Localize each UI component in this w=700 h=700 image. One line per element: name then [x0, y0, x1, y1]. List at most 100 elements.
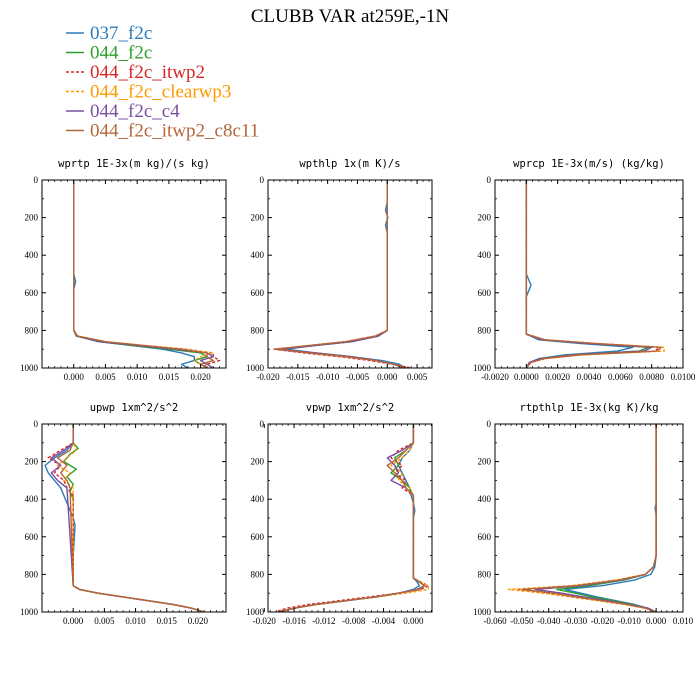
y-tick-label: 1000 [20, 607, 39, 617]
series-line [521, 424, 657, 612]
series-line [564, 424, 657, 612]
x-tick-label: 0.020 [188, 616, 209, 626]
y-tick-label: 200 [478, 213, 492, 223]
x-tick-label: -0.020 [253, 616, 277, 626]
series-line [534, 424, 657, 612]
y-tick-label: 800 [25, 569, 39, 579]
y-tick-label: 1000 [246, 363, 265, 373]
series-line [273, 180, 412, 368]
x-tick-label: 0.0060 [608, 372, 633, 382]
x-tick-label: 0.005 [407, 372, 428, 382]
y-tick-label: 1000 [20, 363, 39, 373]
x-tick-label: -0.015 [286, 372, 310, 382]
panel-title: rtpthlp 1E-3x(kg K)/kg [519, 402, 658, 414]
x-tick-label: -0.060 [483, 616, 507, 626]
series-line [73, 180, 215, 368]
legend-label: 044_f2c_clearwp3 [90, 82, 231, 103]
y-tick-label: 800 [25, 325, 39, 335]
series-line [63, 424, 205, 612]
legend-label: 044_f2c_itwp2_c8c11 [90, 121, 259, 142]
y-tick-label: 400 [478, 250, 492, 260]
y-tick-label: 0 [34, 419, 39, 429]
x-tick-label: 0.000 [64, 372, 85, 382]
series-line [525, 180, 662, 368]
x-tick-label: -0.020 [591, 616, 615, 626]
y-tick-label: 800 [478, 325, 492, 335]
y-tick-label: 800 [251, 569, 265, 579]
y-tick-label: 600 [251, 532, 265, 542]
panel-title: upwp 1xm^2/s^2 [90, 402, 179, 414]
plot-frame [267, 179, 433, 369]
x-tick-label: 0.005 [95, 372, 116, 382]
x-tick-label: -0.016 [282, 616, 306, 626]
x-tick-label: -0.030 [564, 616, 588, 626]
panel-5: vpwp 1xm^2/s^2 0 200 400 600 800 1000-0.020 -0.… [246, 402, 433, 626]
x-tick-label: 0.010 [673, 616, 694, 626]
legend-label: 044_f2c [90, 43, 152, 64]
panels: wprtp 1E-3x(m kg)/(s kg) 0 200 400 600 800 100… [20, 158, 696, 626]
y-tick-label: 200 [25, 457, 39, 467]
x-tick-label: 0.015 [159, 372, 180, 382]
series-line [273, 180, 406, 368]
series-line [275, 424, 429, 612]
series-line [279, 424, 426, 612]
legend-label: 044_f2c_itwp2 [90, 62, 205, 83]
x-tick-label: -0.008 [342, 616, 366, 626]
y-tick-label: 0 [487, 175, 492, 185]
y-tick-label: 400 [251, 494, 265, 504]
legend-label: 037_f2c [90, 23, 152, 44]
x-tick-label: -0.004 [372, 616, 396, 626]
x-tick-label: 0.000 [377, 372, 398, 382]
panel-1: wprtp 1E-3x(m kg)/(s kg) 0 200 400 600 800 100… [20, 158, 227, 382]
series-line [50, 424, 205, 612]
x-tick-label: 0.000 [63, 616, 84, 626]
x-tick-label: 0.0040 [577, 372, 602, 382]
x-tick-label: 0.005 [94, 616, 115, 626]
y-tick-label: 0 [260, 419, 265, 429]
x-tick-label: -0.010 [316, 372, 340, 382]
y-tick-label: 600 [251, 288, 265, 298]
x-tick-label: -0.010 [618, 616, 642, 626]
panel-title: vpwp 1xm^2/s^2 [306, 402, 395, 414]
x-tick-label: -0.012 [312, 616, 335, 626]
y-tick-label: 0 [487, 419, 492, 429]
panel-title: wprtp 1E-3x(m kg)/(s kg) [58, 158, 210, 170]
y-tick-label: 200 [251, 213, 265, 223]
panel-title: wprcp 1E-3x(m/s) (kg/kg) [513, 158, 665, 170]
y-tick-label: 600 [478, 288, 492, 298]
y-tick-label: 600 [478, 532, 492, 542]
x-tick-label: 0.000 [646, 616, 667, 626]
panel-3: wprcp 1E-3x(m/s) (kg/kg) 0 200 400 600 800 100… [473, 158, 696, 382]
panel-2: wpthlp 1x(m K)/s02004006008001000-0.020-… [246, 158, 433, 382]
panel-title: wpthlp 1x(m K)/s [299, 158, 400, 170]
x-tick-label: -0.050 [510, 616, 534, 626]
legend: 037_f2c044_f2c044_f2c_itwp2044_f2c_clear… [66, 23, 259, 142]
y-tick-label: 1000 [473, 363, 492, 373]
y-tick-label: 200 [25, 213, 39, 223]
x-tick-label: -0.0020 [481, 372, 509, 382]
y-tick-label: 400 [478, 494, 492, 504]
y-tick-label: 1000 [246, 607, 265, 617]
legend-label: 044_f2c_c4 [90, 101, 180, 122]
y-tick-label: 200 [251, 457, 265, 467]
series-line [56, 424, 205, 612]
y-tick-label: 0 [260, 175, 265, 185]
y-tick-label: 400 [251, 250, 265, 260]
series-line [279, 424, 426, 612]
y-tick-label: 200 [478, 457, 492, 467]
x-tick-label: 0.0000 [514, 372, 539, 382]
x-tick-label: 0.0080 [639, 372, 664, 382]
x-tick-label: 0.0020 [545, 372, 570, 382]
y-tick-label: 600 [25, 288, 39, 298]
panel-6: rtpthlp 1E-3x(kg K)/kg02004006008001000-… [473, 402, 694, 626]
series-line [507, 424, 657, 612]
series-line [556, 424, 657, 612]
y-tick-label: 800 [251, 325, 265, 335]
series-line [73, 180, 215, 368]
panel-4: upwp 1xm^2/s^2 0 200 400 600 800 1000 0.000 0.00… [20, 402, 227, 626]
y-tick-label: 0 [34, 175, 39, 185]
y-tick-label: 400 [25, 250, 39, 260]
y-tick-label: 1000 [473, 607, 492, 617]
y-tick-label: 800 [478, 569, 492, 579]
